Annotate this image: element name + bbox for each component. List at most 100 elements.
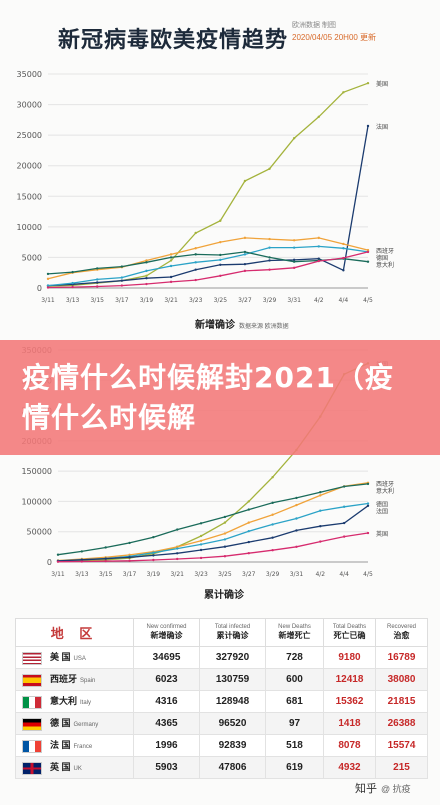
data-point bbox=[271, 548, 274, 552]
table-cell-total-deaths: 1418 bbox=[323, 712, 376, 735]
chart2-caption: 累计确诊 bbox=[204, 586, 244, 601]
page-title: 新冠病毒欧美疫情趋势 bbox=[58, 28, 289, 53]
stats-table-wrap: 地 区 New confirmed 新增确诊 Total infected 累计确诊 Ne… bbox=[15, 618, 428, 779]
data-point bbox=[243, 250, 247, 254]
country-name-en: Germany bbox=[73, 722, 99, 729]
y-tick-label: 0 bbox=[47, 558, 52, 567]
data-point bbox=[319, 540, 322, 543]
data-point bbox=[295, 517, 298, 520]
column-header-cn: 死亡已确 bbox=[333, 631, 366, 640]
data-point bbox=[292, 137, 296, 140]
table-cell-new-confirmed: 4316 bbox=[133, 690, 200, 713]
series-line bbox=[47, 251, 369, 289]
data-point bbox=[219, 274, 222, 277]
data-point bbox=[292, 239, 296, 242]
data-point bbox=[295, 496, 298, 500]
x-tick-label: 3/11 bbox=[51, 571, 65, 578]
x-tick-label: 3/21 bbox=[170, 571, 184, 578]
data-point bbox=[145, 274, 148, 277]
series-label: 意大利 bbox=[376, 487, 394, 495]
country-name-en: Spain bbox=[80, 678, 96, 685]
data-point bbox=[194, 253, 197, 256]
data-point bbox=[176, 552, 179, 555]
update-date: 2020/04/05 20H00 更新 bbox=[292, 33, 377, 42]
x-tick-label: 3/17 bbox=[123, 571, 137, 578]
series-label: 英国 bbox=[376, 530, 388, 538]
data-point bbox=[128, 541, 131, 545]
data-point bbox=[46, 286, 50, 289]
data-point bbox=[223, 521, 227, 524]
zhihu-logo: 知乎 bbox=[355, 783, 377, 795]
y-tick-label: 5000 bbox=[22, 253, 42, 262]
series-line bbox=[57, 505, 369, 562]
x-tick-label: 3/21 bbox=[164, 297, 178, 304]
data-point bbox=[247, 529, 250, 533]
data-point bbox=[295, 503, 298, 507]
table-row: 德 国 Germany 4365 96520 97 1418 26388 bbox=[15, 712, 428, 735]
y-tick-label: 35000 bbox=[17, 70, 42, 79]
chart1-xlabel: 新增确诊 bbox=[195, 320, 235, 331]
data-point bbox=[271, 501, 274, 505]
country-name-cn: 意大利 bbox=[50, 696, 78, 707]
x-tick-label: 3/25 bbox=[214, 297, 228, 304]
table-cell-total-deaths: 15362 bbox=[323, 690, 376, 713]
data-point bbox=[247, 540, 250, 544]
data-point bbox=[80, 550, 84, 553]
data-point bbox=[169, 280, 173, 284]
x-tick-label: 3/31 bbox=[287, 297, 301, 304]
italy-flag-icon bbox=[22, 695, 42, 709]
x-tick-label: 4/2 bbox=[314, 297, 324, 304]
table-cell-new-confirmed: 6023 bbox=[133, 668, 200, 691]
data-point bbox=[176, 545, 179, 549]
x-tick-label: 3/27 bbox=[242, 571, 256, 578]
data-point bbox=[71, 281, 74, 285]
table-row: 意大利 Italy 4316 128948 681 15362 21815 bbox=[15, 690, 428, 713]
y-tick-label: 10000 bbox=[17, 223, 42, 232]
x-tick-label: 3/29 bbox=[263, 297, 277, 304]
x-tick-label: 3/23 bbox=[194, 571, 208, 578]
country-name-en: Italy bbox=[80, 700, 92, 707]
table-cell-new-deaths: 681 bbox=[265, 690, 324, 713]
data-point bbox=[194, 261, 197, 264]
data-point bbox=[366, 531, 370, 535]
data-point bbox=[120, 276, 124, 279]
data-point bbox=[120, 279, 124, 282]
country-name-cn: 英 国 bbox=[50, 762, 71, 773]
daily-new-cases-chart: 0 5000 10000 15000 20000 25000 30000 35000 3/11 3… bbox=[17, 70, 394, 304]
banner-title: 疫情什么时候解封2021（疫情什么时候解 bbox=[22, 361, 394, 434]
data-point bbox=[268, 167, 271, 170]
data-point bbox=[342, 505, 346, 508]
table-cell-recovered: 26388 bbox=[375, 712, 428, 735]
data-point bbox=[96, 281, 99, 284]
data-point bbox=[342, 256, 345, 260]
table-body: 美 国 USA 34695 327920 728 9180 16789 西班牙 Spain 602… bbox=[15, 646, 428, 779]
data-point bbox=[169, 256, 173, 259]
data-point bbox=[342, 485, 346, 488]
column-header-en: Recovered bbox=[386, 624, 416, 630]
x-tick-label: 3/19 bbox=[147, 571, 161, 578]
data-point bbox=[152, 554, 155, 557]
data-point bbox=[247, 500, 250, 503]
column-header-cn: 治愈 bbox=[393, 631, 410, 640]
data-point bbox=[194, 278, 197, 282]
data-point bbox=[271, 536, 274, 539]
data-point bbox=[268, 256, 271, 259]
data-point bbox=[292, 266, 296, 270]
data-point bbox=[199, 556, 203, 560]
table-cell-recovered: 38080 bbox=[375, 668, 428, 691]
data-point bbox=[319, 494, 322, 497]
x-tick-label: 3/25 bbox=[218, 571, 232, 578]
table-cell-recovered: 16789 bbox=[375, 646, 428, 669]
table-cell-total-infected: 96520 bbox=[199, 712, 266, 735]
series-line bbox=[47, 245, 369, 287]
data-point bbox=[169, 253, 173, 256]
x-tick-label: 3/17 bbox=[115, 297, 129, 304]
data-point bbox=[120, 284, 124, 287]
title-banner bbox=[0, 340, 440, 455]
country-name-cn: 德 国 bbox=[50, 718, 71, 729]
data-point bbox=[46, 272, 50, 276]
table-cell-recovered: 215 bbox=[375, 756, 428, 779]
series-label: 西班牙 bbox=[376, 247, 394, 255]
table-cell-new-deaths: 728 bbox=[265, 646, 324, 669]
